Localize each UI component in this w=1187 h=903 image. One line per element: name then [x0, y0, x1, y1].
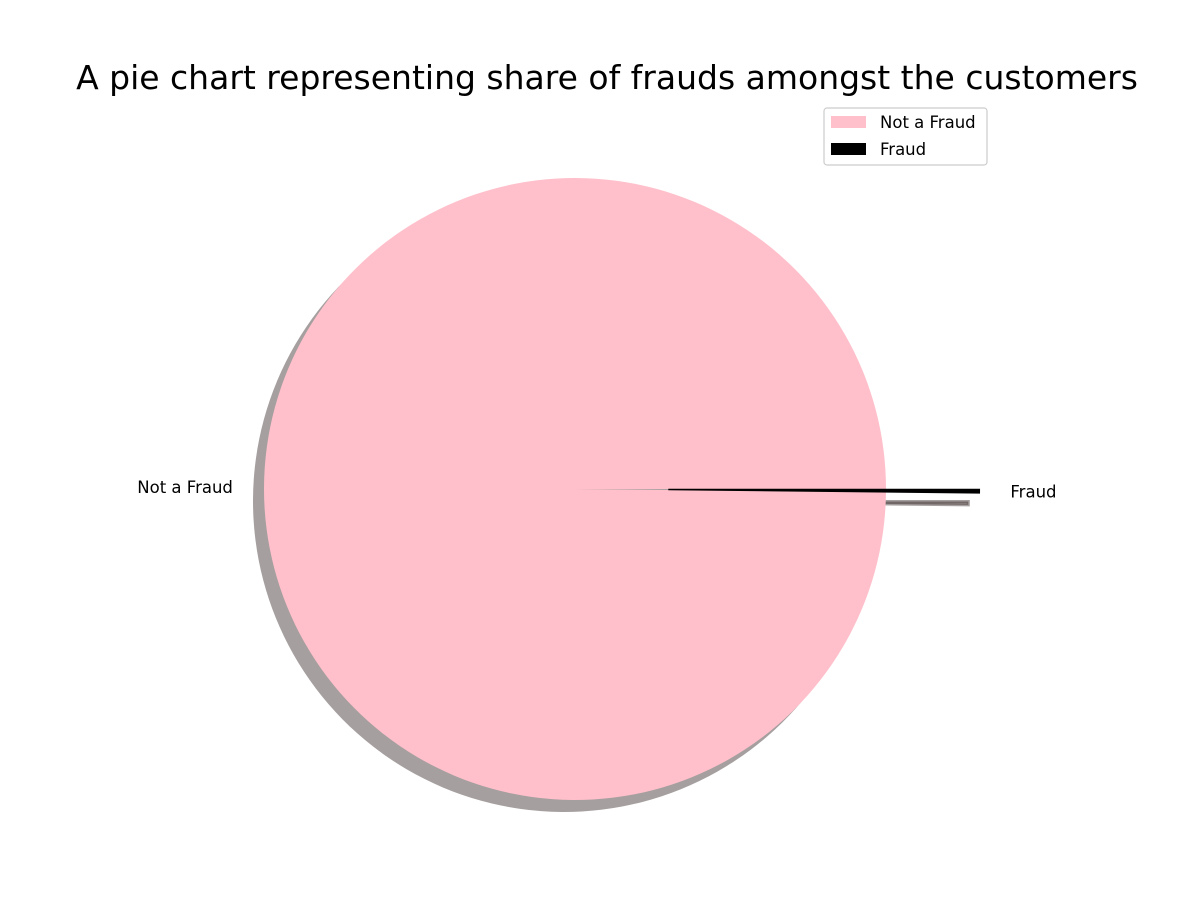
pie-slice-not-a-fraud — [264, 177, 886, 800]
legend-swatch-not-a-fraud — [831, 116, 866, 128]
pie-labels-group: Not a Fraud Fraud — [137, 478, 1056, 501]
legend-swatch-fraud — [831, 143, 866, 155]
pie-slice-fraud — [668, 488, 981, 494]
legend-label-not-a-fraud: Not a Fraud — [880, 113, 976, 132]
chart-title: A pie chart representing share of frauds… — [76, 58, 1138, 97]
slice-label-fraud: Fraud — [1010, 482, 1056, 501]
legend-label-fraud: Fraud — [880, 140, 926, 159]
pie-slices-group — [264, 177, 981, 800]
slice-label-not-a-fraud: Not a Fraud — [137, 478, 233, 497]
legend: Not a Fraud Fraud — [823, 107, 988, 166]
